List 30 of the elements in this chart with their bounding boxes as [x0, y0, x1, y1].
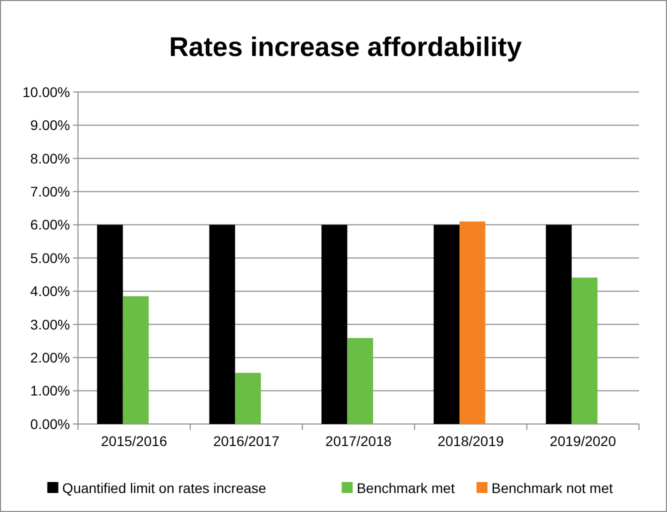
bar	[347, 338, 374, 424]
x-tick-label: 2017/2018	[325, 433, 392, 449]
bar	[209, 224, 236, 424]
y-tick-label: 3.00%	[30, 316, 70, 332]
y-tick-label: 2.00%	[30, 350, 70, 366]
y-tick-label: 1.00%	[30, 382, 70, 399]
x-tick-label: 2015/2016	[101, 433, 168, 449]
y-tick-label: 8.00%	[30, 150, 70, 166]
legend-label: Quantified limit on rates increase	[62, 480, 266, 496]
bar	[546, 224, 572, 424]
bar	[459, 221, 486, 424]
x-tick-label: 2016/2017	[213, 433, 280, 449]
chart-title: Rates increase affordability	[169, 32, 522, 62]
bar	[572, 278, 598, 424]
y-tick-label: 4.00%	[30, 283, 70, 300]
bar	[122, 296, 149, 424]
y-tick-label: 0.00%	[30, 416, 70, 432]
bar	[321, 224, 348, 424]
legend-label: Benchmark not met	[492, 480, 613, 496]
y-tick-label: 5.00%	[30, 250, 70, 266]
bar	[97, 224, 123, 424]
y-tick-label: 6.00%	[30, 216, 70, 233]
bar	[434, 224, 460, 424]
bar	[235, 372, 261, 424]
x-tick-label: 2018/2019	[438, 433, 504, 449]
y-tick-label: 9.00%	[30, 117, 70, 134]
y-tick-label: 10.00%	[22, 84, 70, 100]
legend-label: Benchmark met	[356, 480, 455, 496]
x-tick-label: 2019/2020	[550, 433, 616, 449]
y-tick-label: 7.00%	[30, 184, 70, 200]
